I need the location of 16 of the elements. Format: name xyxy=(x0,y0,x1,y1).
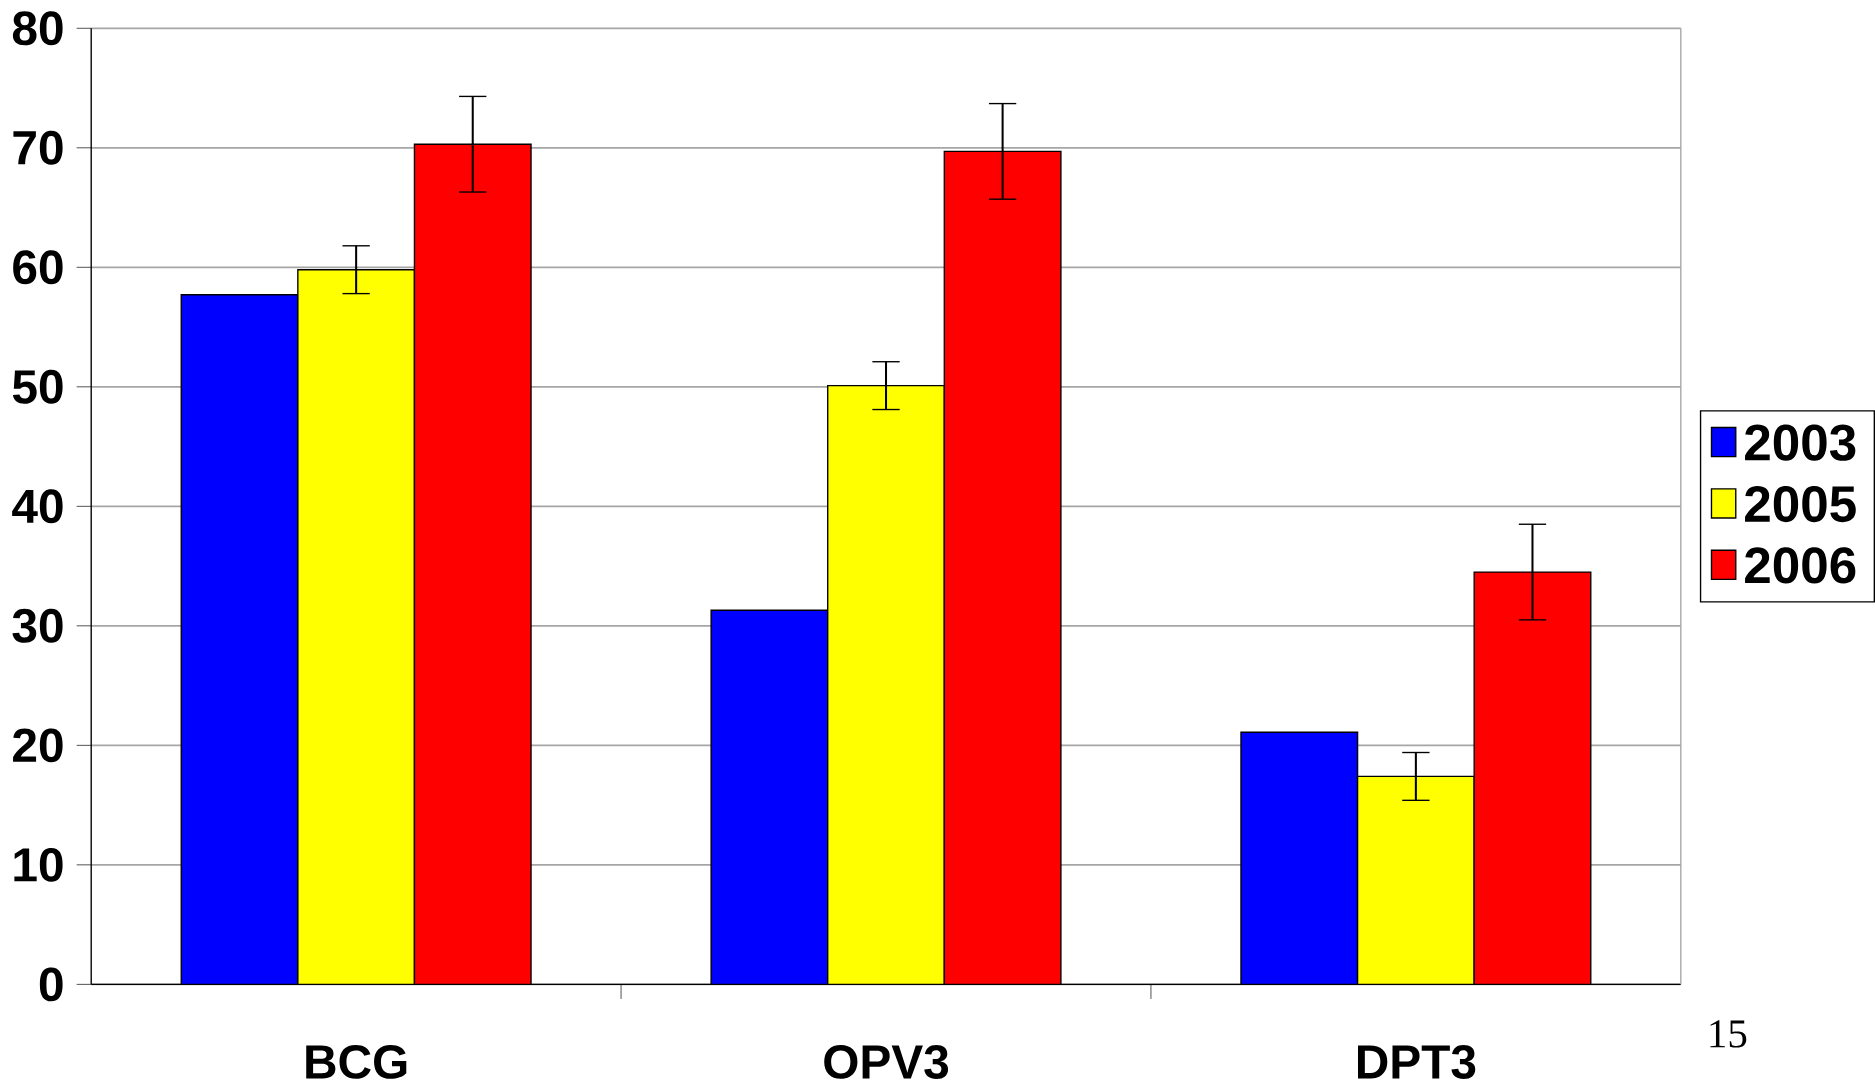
y-tick-label: 50 xyxy=(12,369,63,404)
y-tick-label: 30 xyxy=(12,608,63,643)
y-tick-label: 70 xyxy=(13,130,63,165)
text: 15 xyxy=(1710,1020,1747,1048)
x-tick-label: BCG xyxy=(306,1044,407,1079)
legend-label: 2006 xyxy=(1745,547,1856,584)
y-tick-label: 40 xyxy=(12,489,63,524)
y-tick-label: 60 xyxy=(13,250,63,285)
y-tick-label: 10 xyxy=(14,847,63,882)
legend-label: 2003 xyxy=(1745,424,1856,461)
y-tick-label: 0 xyxy=(39,967,63,1002)
y-tick-label: 20 xyxy=(13,728,63,763)
y-tick-label: 80 xyxy=(12,11,63,46)
x-tick-label: OPV3 xyxy=(824,1044,949,1079)
legend-label: 2005 xyxy=(1745,485,1856,522)
x-tick-label: DPT3 xyxy=(1357,1044,1476,1079)
